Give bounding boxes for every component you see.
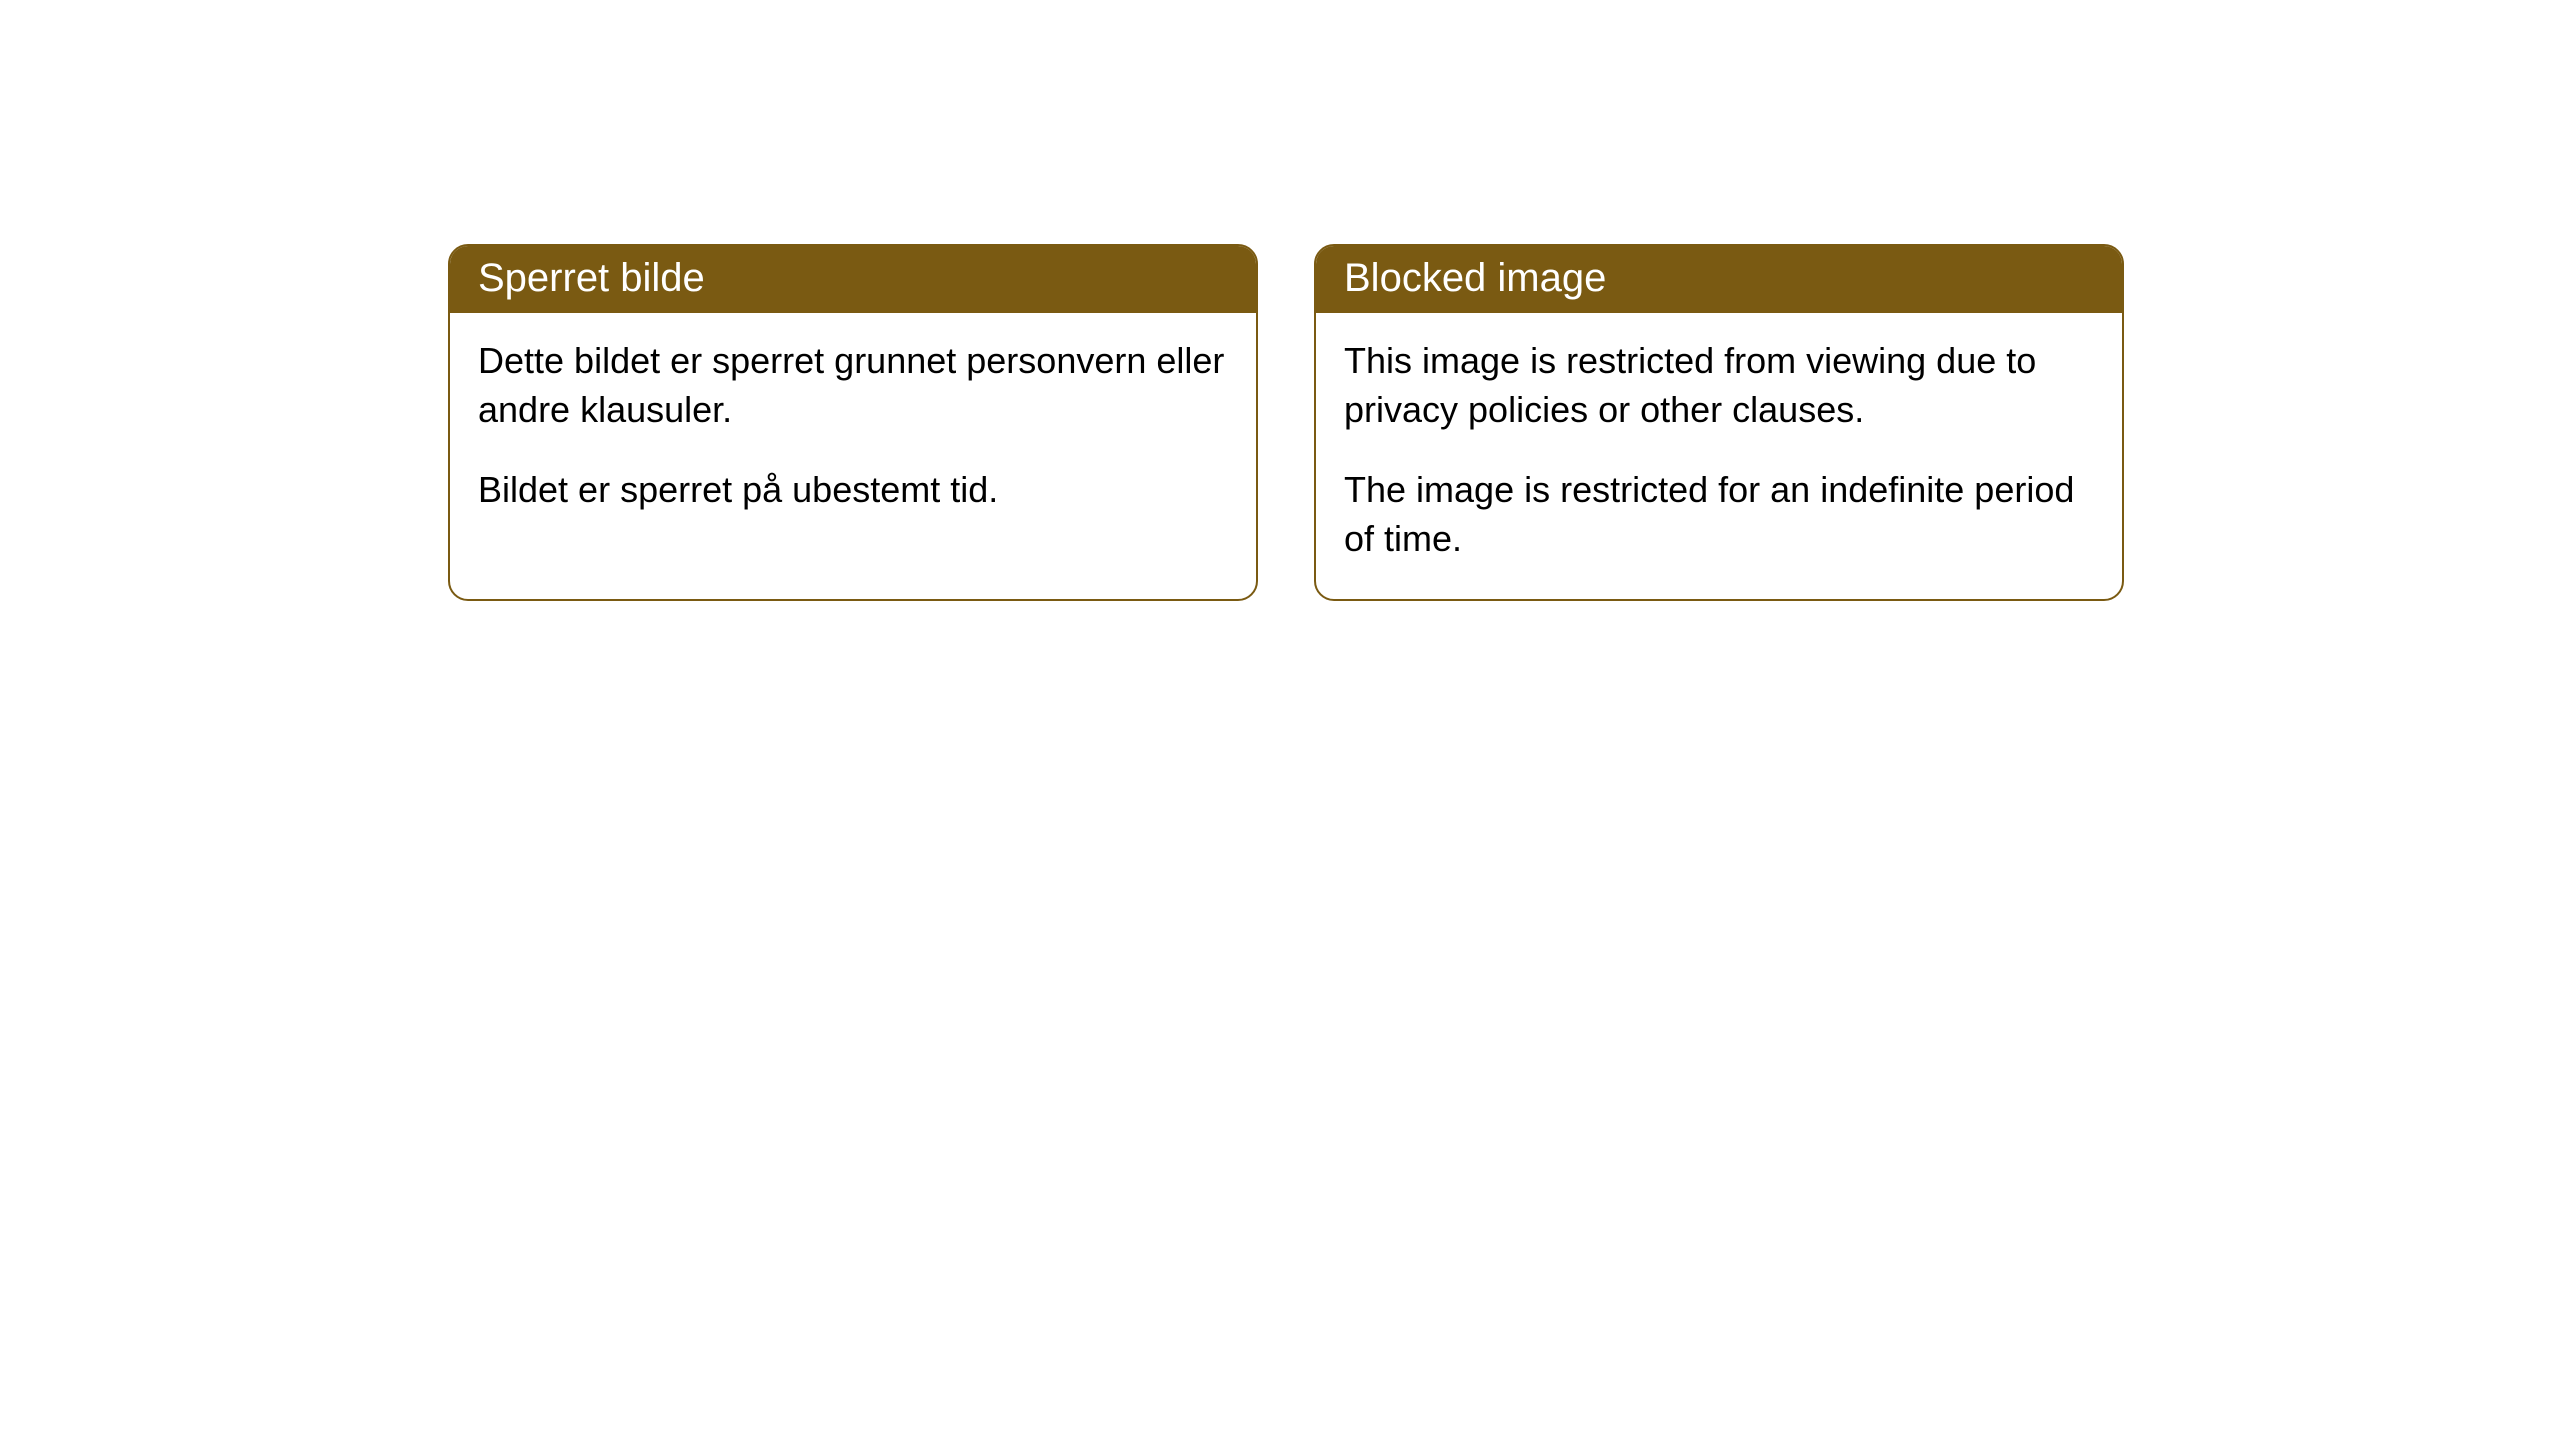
card-body-en: This image is restricted from viewing du… (1316, 313, 2122, 599)
card-paragraph-1-en: This image is restricted from viewing du… (1344, 337, 2094, 434)
card-title-en: Blocked image (1316, 246, 2122, 313)
blocked-image-card-en: Blocked image This image is restricted f… (1314, 244, 2124, 601)
card-title-no: Sperret bilde (450, 246, 1256, 313)
card-paragraph-1-no: Dette bildet er sperret grunnet personve… (478, 337, 1228, 434)
notice-container: Sperret bilde Dette bildet er sperret gr… (0, 0, 2560, 601)
card-paragraph-2-en: The image is restricted for an indefinit… (1344, 466, 2094, 563)
blocked-image-card-no: Sperret bilde Dette bildet er sperret gr… (448, 244, 1258, 601)
card-paragraph-2-no: Bildet er sperret på ubestemt tid. (478, 466, 1228, 515)
card-body-no: Dette bildet er sperret grunnet personve… (450, 313, 1256, 551)
